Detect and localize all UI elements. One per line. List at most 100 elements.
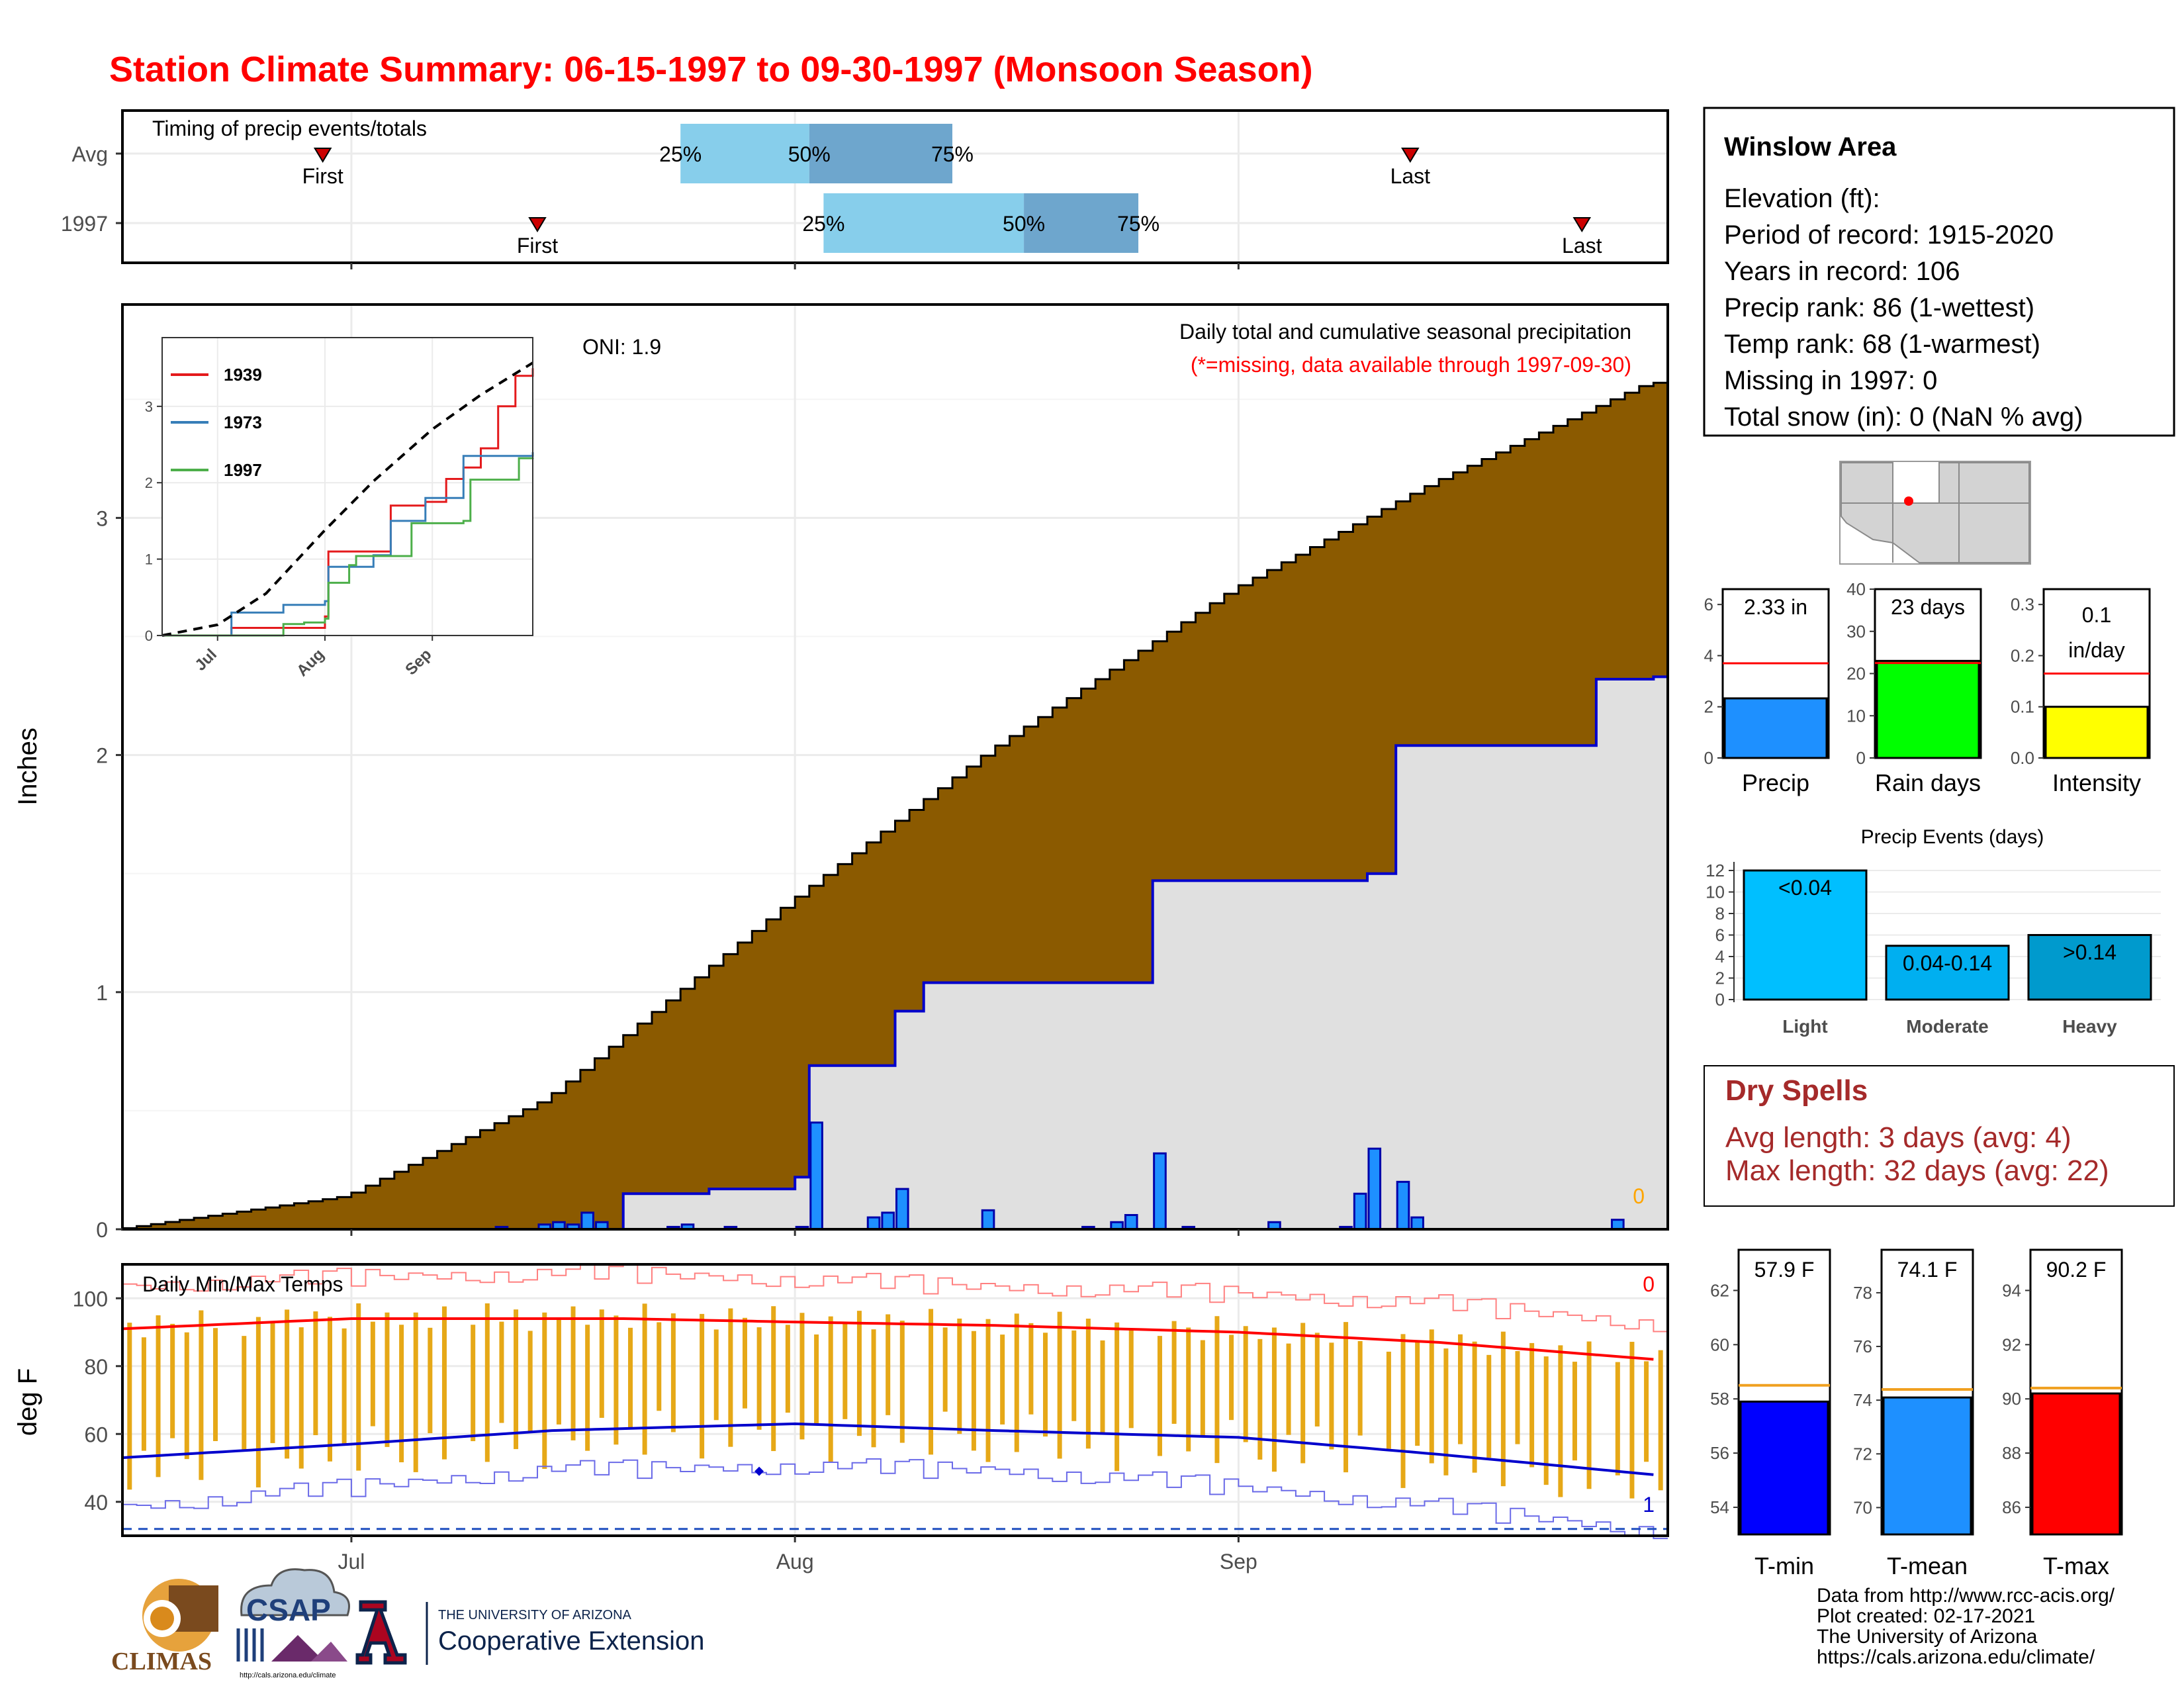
precip-events-category: Moderate	[1906, 1016, 1988, 1037]
ua-logo: THE UNIVERSITY OF ARIZONA Cooperative Ex…	[355, 1600, 704, 1665]
credit-line: Plot created: 02-17-2021	[1817, 1605, 2035, 1627]
temp-summary-value: 90.2 F	[2046, 1258, 2107, 1282]
daily-temp-bar	[871, 1329, 876, 1448]
daily-temp-bar	[298, 1327, 304, 1469]
daily-temp-bar	[141, 1337, 146, 1451]
station-location-dot	[1904, 496, 1913, 506]
daily-temp-bar	[585, 1325, 590, 1451]
daily-temp-bar	[828, 1316, 833, 1462]
station-name: Winslow Area	[1724, 132, 1897, 162]
daily-temp-bar	[184, 1332, 189, 1460]
daily-temp-bar	[441, 1306, 447, 1460]
daily-temp-bar	[742, 1317, 747, 1409]
credit-line: https://cals.arizona.edu/climate/	[1817, 1646, 2095, 1668]
daily-temp-bar	[670, 1313, 676, 1432]
record-max-line	[122, 1264, 1668, 1333]
daily-temp-bar	[713, 1329, 719, 1421]
inset-ytick-label: 3	[145, 399, 153, 415]
mini-chart-ytick-label: 0	[1704, 748, 1713, 768]
mini-chart-ytick-label: 0.1	[2011, 697, 2034, 717]
precip-events-ytick-label: 4	[1715, 947, 1725, 966]
mini-chart-ytick-label: 30	[1846, 622, 1866, 641]
inset-ytick-label: 1	[145, 551, 153, 568]
temp-summary-ytick-label: 54	[1710, 1497, 1729, 1517]
station-line: Elevation (ft):	[1724, 184, 1880, 213]
mini-chart-label: Rain days	[1875, 769, 1981, 796]
temp-summary-ytick-label: 94	[2002, 1280, 2021, 1300]
daily-precip-bar	[981, 1209, 995, 1231]
daily-temp-bar	[1400, 1334, 1406, 1488]
daily-temp-bar	[1115, 1322, 1120, 1472]
daily-temp-bar	[471, 1325, 476, 1442]
daily-temp-bar	[1357, 1340, 1363, 1436]
mini-chart-ytick-label: 0.3	[2011, 594, 2034, 614]
temp-summary-ytick-label: 62	[1710, 1280, 1729, 1300]
daily-temp-bar	[971, 1331, 976, 1451]
precip-ytick-label: 1	[96, 981, 108, 1005]
daily-temp-bar	[170, 1323, 175, 1438]
daily-temp-bar	[1157, 1336, 1162, 1456]
temp-summary-bar	[1882, 1396, 1972, 1536]
precip-events-bar	[2027, 934, 2152, 1001]
daily-temp-bar	[156, 1315, 161, 1477]
daily-temp-bar	[756, 1327, 762, 1430]
x-axis-tick-label: Sep	[1220, 1550, 1257, 1573]
daily-precip-bar	[1124, 1214, 1138, 1231]
daily-temp-bar	[413, 1312, 418, 1472]
temp-ytick-label: 80	[84, 1355, 108, 1379]
quartile-label: 25%	[802, 212, 844, 236]
last-event-marker	[1401, 148, 1420, 163]
daily-temp-bar	[1529, 1342, 1535, 1468]
mini-chart-ytick-label: 40	[1846, 579, 1866, 599]
mini-chart-ytick-label: 0	[1856, 748, 1866, 768]
footer-credits: Data from http://www.rcc-acis.org/ Plot …	[1817, 1585, 2115, 1668]
temp-panel-label: Daily Min/Max Temps	[142, 1272, 343, 1296]
temp-summary-bar	[2031, 1392, 2121, 1536]
mini-chart-ytick-label: 10	[1846, 706, 1866, 726]
temp-summary-ytick-label: 78	[1853, 1283, 1872, 1303]
temp-summary-ytick-label: 86	[2002, 1497, 2021, 1517]
daily-temp-bar	[1572, 1362, 1577, 1461]
precip-events-ytick-label: 12	[1706, 861, 1725, 880]
record-min-line	[122, 1458, 1668, 1540]
daily-precip-bar	[809, 1121, 823, 1231]
daily-precip-bar	[1153, 1152, 1167, 1231]
quartile-label: 50%	[1003, 212, 1045, 236]
mini-chart-ytick-label: 6	[1704, 594, 1713, 614]
daily-temp-bar	[1329, 1342, 1334, 1450]
daily-temp-bar	[1071, 1330, 1077, 1421]
inset-legend-label: 1973	[224, 412, 262, 432]
precip-events-bar-label: >0.14	[2063, 941, 2116, 964]
temp-frame	[121, 1263, 1669, 1537]
mini-chart-bar	[1876, 659, 1980, 759]
precip-events-ytick-label: 6	[1715, 925, 1725, 945]
avg-max-line	[122, 1317, 1654, 1361]
first-event-marker	[313, 148, 332, 163]
inset-series-line	[162, 452, 534, 637]
avg-min-line	[122, 1422, 1654, 1476]
page-title: Station Climate Summary: 06-15-1997 to 0…	[109, 50, 1313, 89]
daily-precip-bar	[1410, 1216, 1424, 1231]
x-axis-tick-label: Aug	[776, 1550, 814, 1573]
daily-temp-bar	[771, 1306, 776, 1452]
precip-events-bar	[1885, 945, 2010, 1001]
timing-row-label: Avg	[71, 142, 108, 166]
station-info-box: Winslow Area Elevation (ft): Period of r…	[1703, 107, 2175, 437]
daily-temp-bar	[1586, 1341, 1592, 1489]
precip-events-category: Light	[1782, 1016, 1827, 1037]
daily-temp-bar	[1658, 1350, 1663, 1491]
temp-ylabel: deg F	[13, 1368, 42, 1436]
inset-ytick-label: 0	[145, 628, 153, 644]
daily-temp-bar	[1057, 1311, 1062, 1459]
daily-temp-bar	[199, 1310, 204, 1480]
climas-wordmark: CLIMAS	[111, 1648, 212, 1675]
daily-temp-bar	[1558, 1345, 1563, 1497]
daily-temp-bar	[1515, 1351, 1520, 1444]
daily-temp-bar	[1200, 1340, 1205, 1436]
daily-temp-bar	[213, 1328, 218, 1442]
credit-line: The University of Arizona	[1817, 1626, 2038, 1648]
timing-frame	[121, 109, 1669, 264]
daily-temp-bar	[628, 1327, 633, 1429]
daily-temp-bar	[1014, 1313, 1019, 1452]
